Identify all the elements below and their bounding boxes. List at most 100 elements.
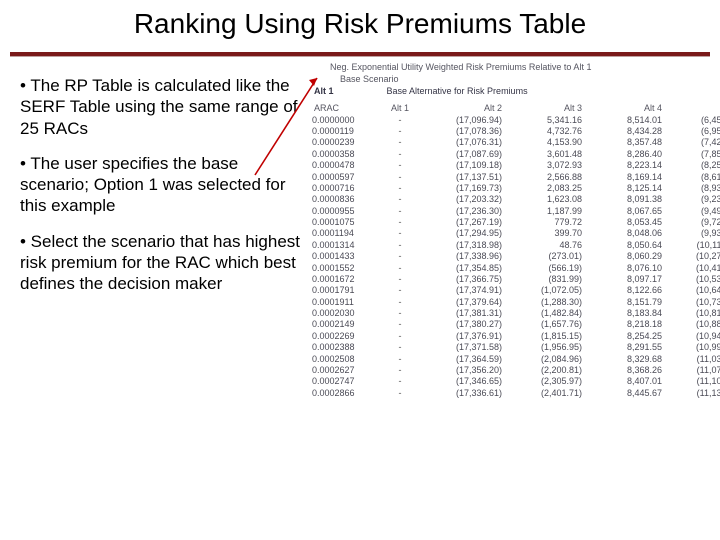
table-cell: 0.0002866 [310, 387, 374, 398]
table-cell: 0.0001075 [310, 216, 374, 227]
table-cell: (1,072.05) [506, 285, 586, 296]
table-cell: (17,379.64) [426, 296, 506, 307]
table-cell: - [374, 228, 426, 239]
table-cell: (9,726.85) [666, 216, 720, 227]
table-cell: 0.0000955 [310, 205, 374, 216]
table-cell: (17,267.19) [426, 216, 506, 227]
table-row: 0.0002149-(17,380.27)(1,657.76)8,218.18(… [310, 319, 720, 330]
table-cell: (17,376.91) [426, 330, 506, 341]
table-cell: - [374, 160, 426, 171]
table-cell: (11,039.02) [666, 353, 720, 364]
table-cell: 0.0002747 [310, 376, 374, 387]
table-cell: (10,996.28) [666, 342, 720, 353]
table-cell: (17,078.36) [426, 125, 506, 136]
table-cell: 1,187.99 [506, 205, 586, 216]
table-cell: 0.0002030 [310, 307, 374, 318]
col-alt2: Alt 2 [426, 102, 506, 114]
table-cell: 8,050.64 [586, 239, 666, 250]
table-cell: - [374, 205, 426, 216]
col-arac: ARAC [310, 102, 374, 114]
table-cell: 8,091.38 [586, 194, 666, 205]
table-row: 0.0002508-(17,364.59)(2,084.96)8,329.68(… [310, 353, 720, 364]
table-row: 0.0000358-(17,087.69)3,601.488,286.40(7,… [310, 148, 720, 159]
table-row: 0.0000597-(17,137.51)2,566.888,169.14(8,… [310, 171, 720, 182]
table-cell: (2,084.96) [506, 353, 586, 364]
table-cell: (17,381.31) [426, 307, 506, 318]
table-cell: 2,566.88 [506, 171, 586, 182]
rp-table-head: ARAC Alt 1 Alt 2 Alt 3 Alt 4 Alt 5 [310, 102, 720, 114]
table-cell: - [374, 194, 426, 205]
table-cell: 0.0000000 [310, 114, 374, 125]
table-cell: - [374, 182, 426, 193]
table-cell: (7,856.15) [666, 148, 720, 159]
table-cell: 3,072.93 [506, 160, 586, 171]
table-cell: - [374, 342, 426, 353]
table-cell: 0.0002269 [310, 330, 374, 341]
table-cell: 0.0002508 [310, 353, 374, 364]
table-cell: 8,407.01 [586, 376, 666, 387]
table-cell: (8,939.33) [666, 182, 720, 193]
table-cell: 0.0000836 [310, 194, 374, 205]
table-cell: - [374, 171, 426, 182]
table-cell: (10,116.03) [666, 239, 720, 250]
table-cell: 8,183.84 [586, 307, 666, 318]
table-cell: (17,380.27) [426, 319, 506, 330]
table-row: 0.0002627-(17,356.20)(2,200.81)8,368.26(… [310, 364, 720, 375]
table-row: 0.0001672-(17,366.75)(831.99)8,097.17(10… [310, 273, 720, 284]
table-cell: (17,096.94) [426, 114, 506, 125]
table-cell: (566.19) [506, 262, 586, 273]
table-cell: - [374, 273, 426, 284]
table-cell: 0.0002388 [310, 342, 374, 353]
table-cell: (17,371.58) [426, 342, 506, 353]
table-cell: 1,623.08 [506, 194, 586, 205]
table-cell: (10,818.72) [666, 307, 720, 318]
table-cell: - [374, 262, 426, 273]
table-cell: (17,346.65) [426, 376, 506, 387]
table-cell: 8,053.45 [586, 216, 666, 227]
table-row: 0.0001552-(17,354.85)(566.19)8,076.10(10… [310, 262, 720, 273]
table-cell: (9,493.78) [666, 205, 720, 216]
table-cell: 48.76 [506, 239, 586, 250]
table-cell: (2,401.71) [506, 387, 586, 398]
table-cell: 8,514.01 [586, 114, 666, 125]
table-cell: (17,366.75) [426, 273, 506, 284]
table-cell: 0.0002149 [310, 319, 374, 330]
table-cell: (17,336.61) [426, 387, 506, 398]
base-alt-row: Alt 1 Base Alternative for Risk Premiums [310, 86, 718, 96]
rp-table-region: Neg. Exponential Utility Weighted Risk P… [310, 62, 718, 398]
table-cell: - [374, 387, 426, 398]
table-row: 0.0000119-(17,078.36)4,732.768,434.28(6,… [310, 125, 720, 136]
table-row: 0.0000478-(17,109.18)3,072.938,223.14(8,… [310, 160, 720, 171]
table-cell: (17,137.51) [426, 171, 506, 182]
table-cell: 8,169.14 [586, 171, 666, 182]
table-cell: (9,933.52) [666, 228, 720, 239]
table-cell: (17,236.30) [426, 205, 506, 216]
table-cell: (17,318.98) [426, 239, 506, 250]
table-cell: 8,368.26 [586, 364, 666, 375]
table-cell: 8,151.79 [586, 296, 666, 307]
table-cell: (17,087.69) [426, 148, 506, 159]
table-cell: (10,887.30) [666, 319, 720, 330]
table-cell: 0.0000716 [310, 182, 374, 193]
table-row: 0.0002747-(17,346.65)(2,305.97)8,407.01(… [310, 376, 720, 387]
table-cell: (1,657.76) [506, 319, 586, 330]
table-row: 0.0001075-(17,267.19)779.728,053.45(9,72… [310, 216, 720, 227]
table-cell: 0.0001791 [310, 285, 374, 296]
table-cell: 0.0001672 [310, 273, 374, 284]
table-row: 0.0002866-(17,336.61)(2,401.71)8,445.67(… [310, 387, 720, 398]
table-cell: - [374, 114, 426, 125]
table-cell: (10,738.98) [666, 296, 720, 307]
table-cell: - [374, 353, 426, 364]
table-cell: 8,223.14 [586, 160, 666, 171]
table-row: 0.0002388-(17,371.58)(1,956.95)8,291.55(… [310, 342, 720, 353]
table-cell: 0.0001194 [310, 228, 374, 239]
table-cell: 779.72 [506, 216, 586, 227]
table-cell: - [374, 251, 426, 262]
table-cell: 8,060.29 [586, 251, 666, 262]
table-cell: (11,131.59) [666, 387, 720, 398]
bullet-3: • Select the scenario that has highest r… [20, 231, 300, 295]
table-row: 0.0001194-(17,294.95)399.708,048.06(9,93… [310, 228, 720, 239]
table-cell: 0.0001433 [310, 251, 374, 262]
slide: Ranking Using Risk Premiums Table • The … [0, 0, 720, 540]
table-row: 0.0001433-(17,338.96)(273.01)8,060.29(10… [310, 251, 720, 262]
